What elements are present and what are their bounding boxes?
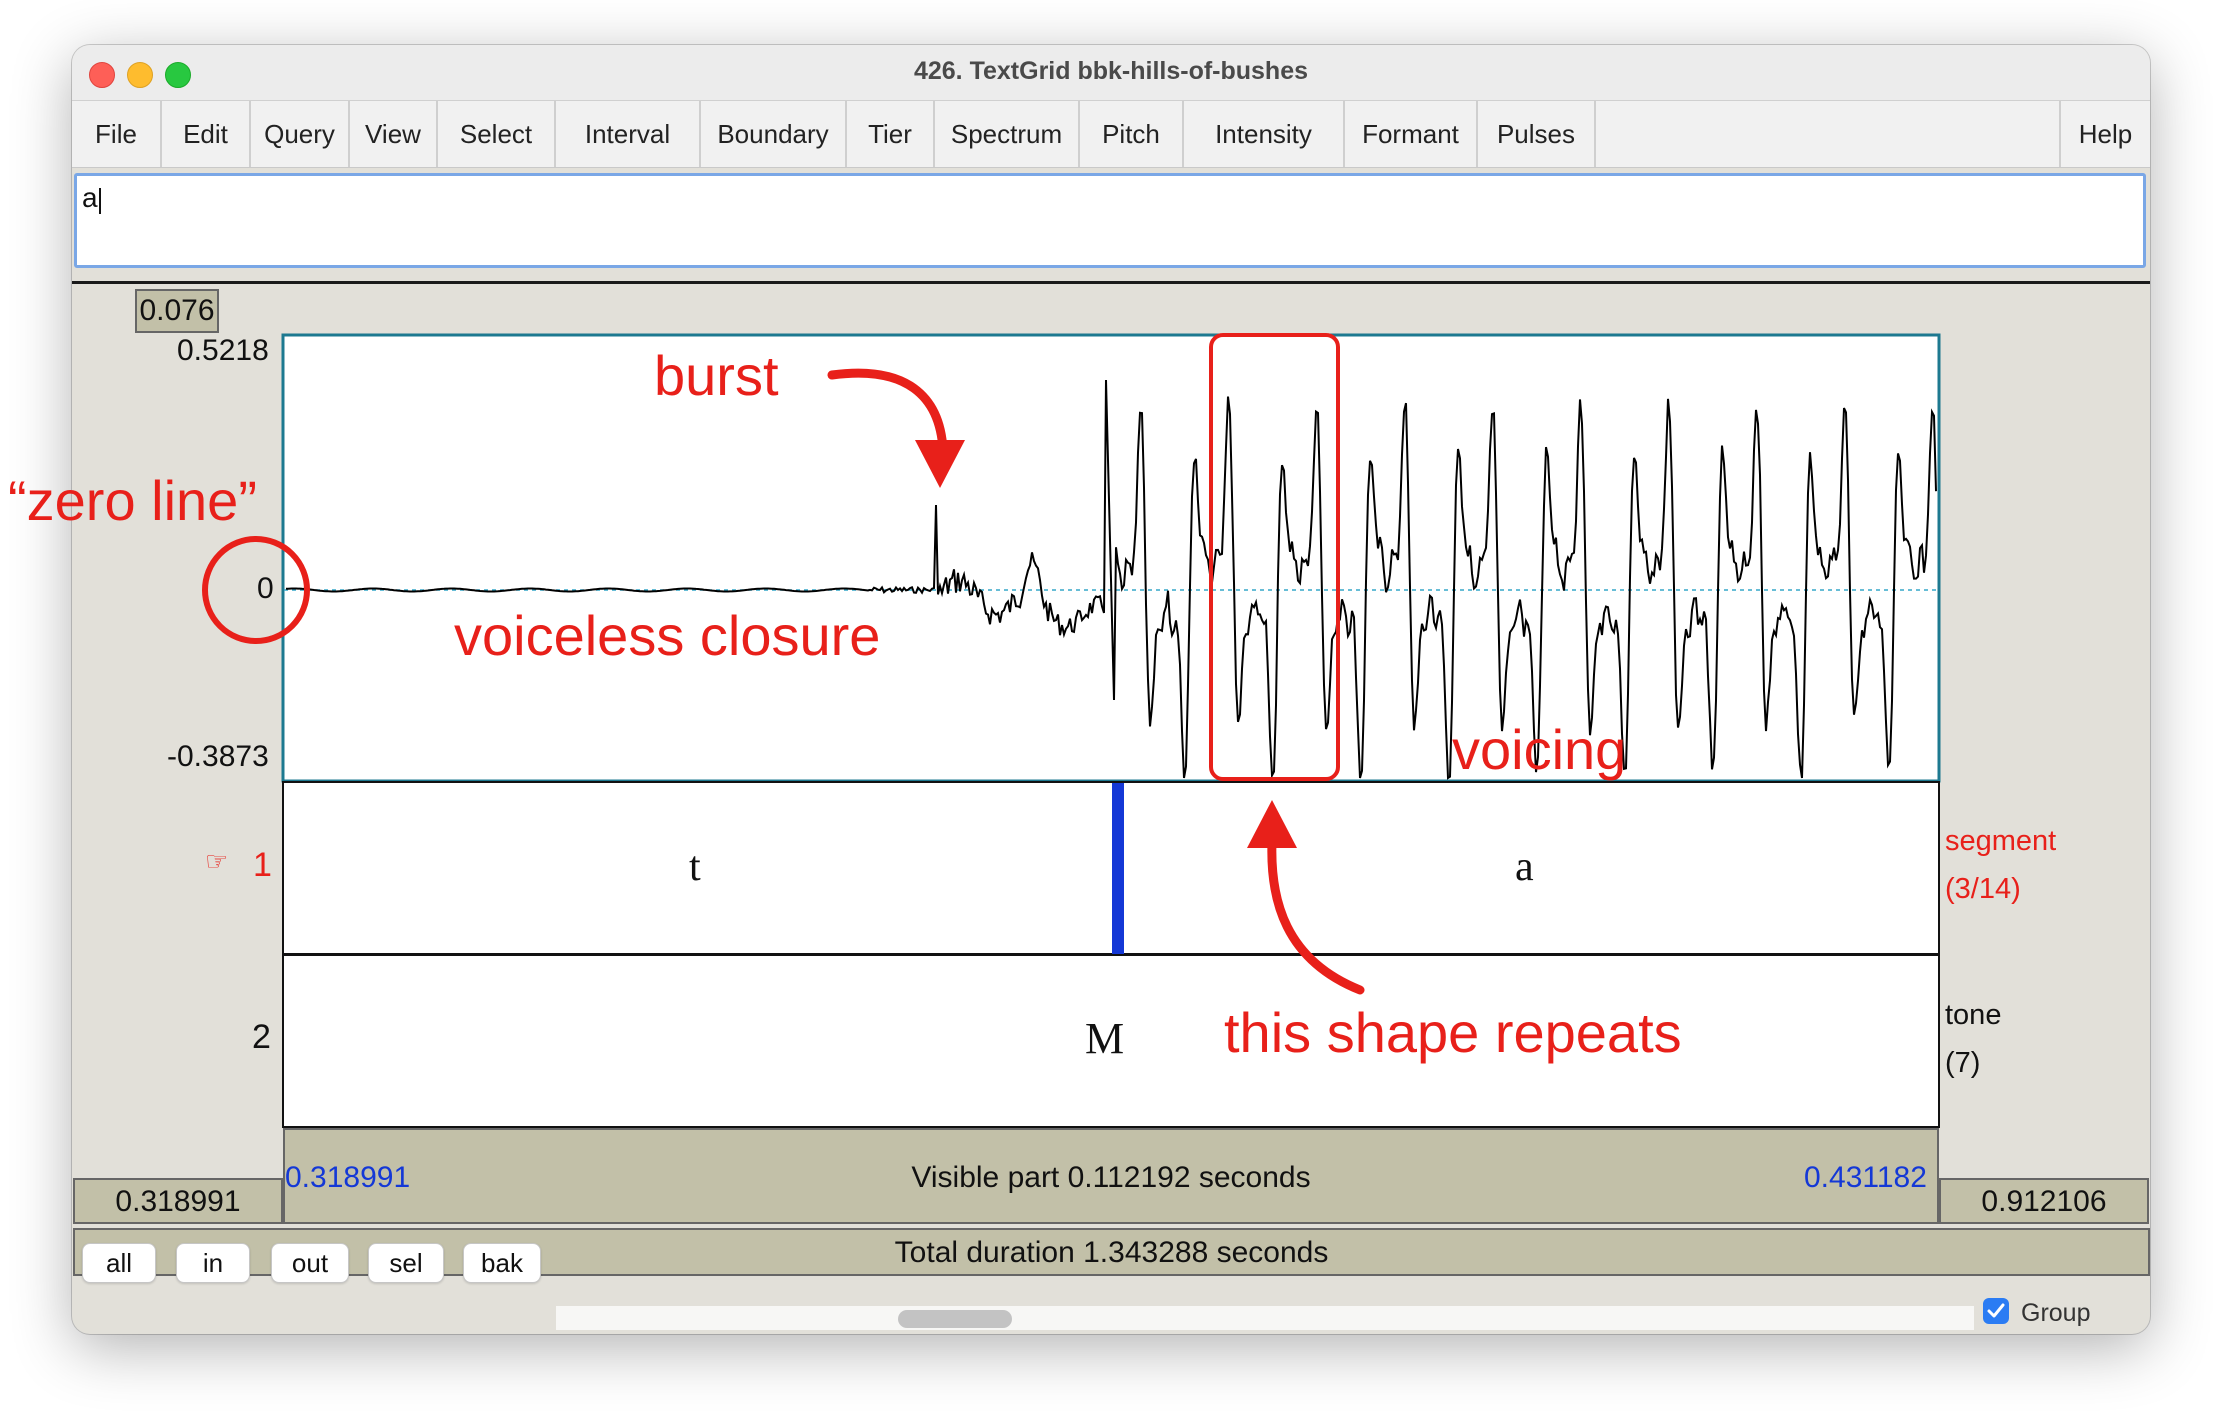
menu-edit[interactable]: Edit [162, 101, 251, 167]
minimize-button[interactable] [127, 62, 153, 88]
menu-bar: File Edit Query View Select Interval Bou… [72, 101, 2150, 168]
tier-2-count: (7) [1945, 1047, 1981, 1079]
menu-file[interactable]: File [72, 101, 162, 167]
repeat-highlight-box [1209, 333, 1340, 781]
repeat-arrow [1267, 837, 1365, 995]
title-bar[interactable]: 426. TextGrid bbk-hills-of-bushes [72, 45, 2150, 101]
scrollbar-thumb[interactable] [898, 1310, 1012, 1328]
text-caret [99, 188, 101, 214]
menu-pulses[interactable]: Pulses [1478, 101, 1596, 167]
waveform-trace [285, 379, 1937, 780]
tier-2-number[interactable]: 2 [252, 1018, 271, 1056]
annotation-shape-repeats: this shape repeats [1224, 1001, 1682, 1064]
zero-line-circle [202, 536, 310, 644]
visible-start-time: 0.318991 [285, 1161, 411, 1194]
separator [72, 281, 2150, 284]
menu-spectrum[interactable]: Spectrum [935, 101, 1080, 167]
zoom-out-button[interactable]: out [271, 1243, 349, 1283]
repeat-arrowhead [1247, 800, 1297, 848]
tier-1-count: (3/14) [1945, 873, 2021, 905]
right-outer-time-box[interactable]: 0.912106 [1939, 1178, 2149, 1224]
segment-label-t: t [689, 844, 701, 890]
y-max-label: 0.5218 [177, 334, 269, 367]
zoom-back-button[interactable]: bak [463, 1243, 541, 1283]
menu-help[interactable]: Help [2059, 101, 2150, 167]
burst-arrowhead [915, 440, 965, 488]
menu-tier[interactable]: Tier [847, 101, 935, 167]
tier-2-panel [282, 954, 1940, 1128]
zoom-in-button[interactable]: in [176, 1243, 250, 1283]
menu-intensity[interactable]: Intensity [1184, 101, 1345, 167]
menu-select[interactable]: Select [438, 101, 556, 167]
annotation-voicing: voicing [1452, 718, 1627, 781]
tier-1-number[interactable]: 1 [253, 846, 272, 884]
zoom-button[interactable] [165, 62, 191, 88]
zoom-all-button[interactable]: all [82, 1243, 156, 1283]
tier-2-name: tone [1945, 999, 2002, 1031]
close-button[interactable] [89, 62, 115, 88]
menu-interval[interactable]: Interval [556, 101, 701, 167]
interval-text-value: a [82, 182, 98, 213]
tier-pointer-icon: ☞ [205, 846, 229, 876]
zoom-selection-button[interactable]: sel [368, 1243, 444, 1283]
segment-boundary [1112, 783, 1124, 954]
menu-boundary[interactable]: Boundary [701, 101, 847, 167]
cursor-value-box: 0.076 [135, 289, 219, 333]
visible-end-time: 0.431182 [1804, 1161, 1927, 1194]
menu-formant[interactable]: Formant [1345, 101, 1478, 167]
group-label: Group [2021, 1299, 2091, 1327]
annotation-zero-line: “zero line” [8, 469, 257, 532]
horizontal-scrollbar[interactable] [556, 1306, 1974, 1330]
y-min-label: -0.3873 [167, 740, 269, 773]
tier-1-panel [282, 781, 1940, 955]
y-zero-label: 0 [257, 572, 274, 605]
burst-arrow [827, 368, 948, 455]
segment-label-a: a [1515, 844, 1534, 890]
tier-1-name: segment [1945, 825, 2057, 857]
visible-part-label: Visible part 0.112192 seconds [911, 1161, 1311, 1194]
interval-text-field[interactable]: a [74, 173, 2146, 268]
menu-pitch[interactable]: Pitch [1080, 101, 1184, 167]
menu-view[interactable]: View [350, 101, 438, 167]
left-outer-time-box[interactable]: 0.318991 [73, 1178, 283, 1224]
checkmark-icon [1987, 1303, 2005, 1318]
annotation-voiceless-closure: voiceless closure [454, 604, 881, 667]
menu-query[interactable]: Query [251, 101, 350, 167]
visible-part-bar[interactable] [283, 1128, 1939, 1224]
annotation-burst: burst [654, 344, 779, 407]
window-title: 426. TextGrid bbk-hills-of-bushes [913, 57, 1309, 85]
tone-label-m: M [1085, 1014, 1125, 1063]
group-checkbox[interactable] [1982, 1297, 2010, 1325]
